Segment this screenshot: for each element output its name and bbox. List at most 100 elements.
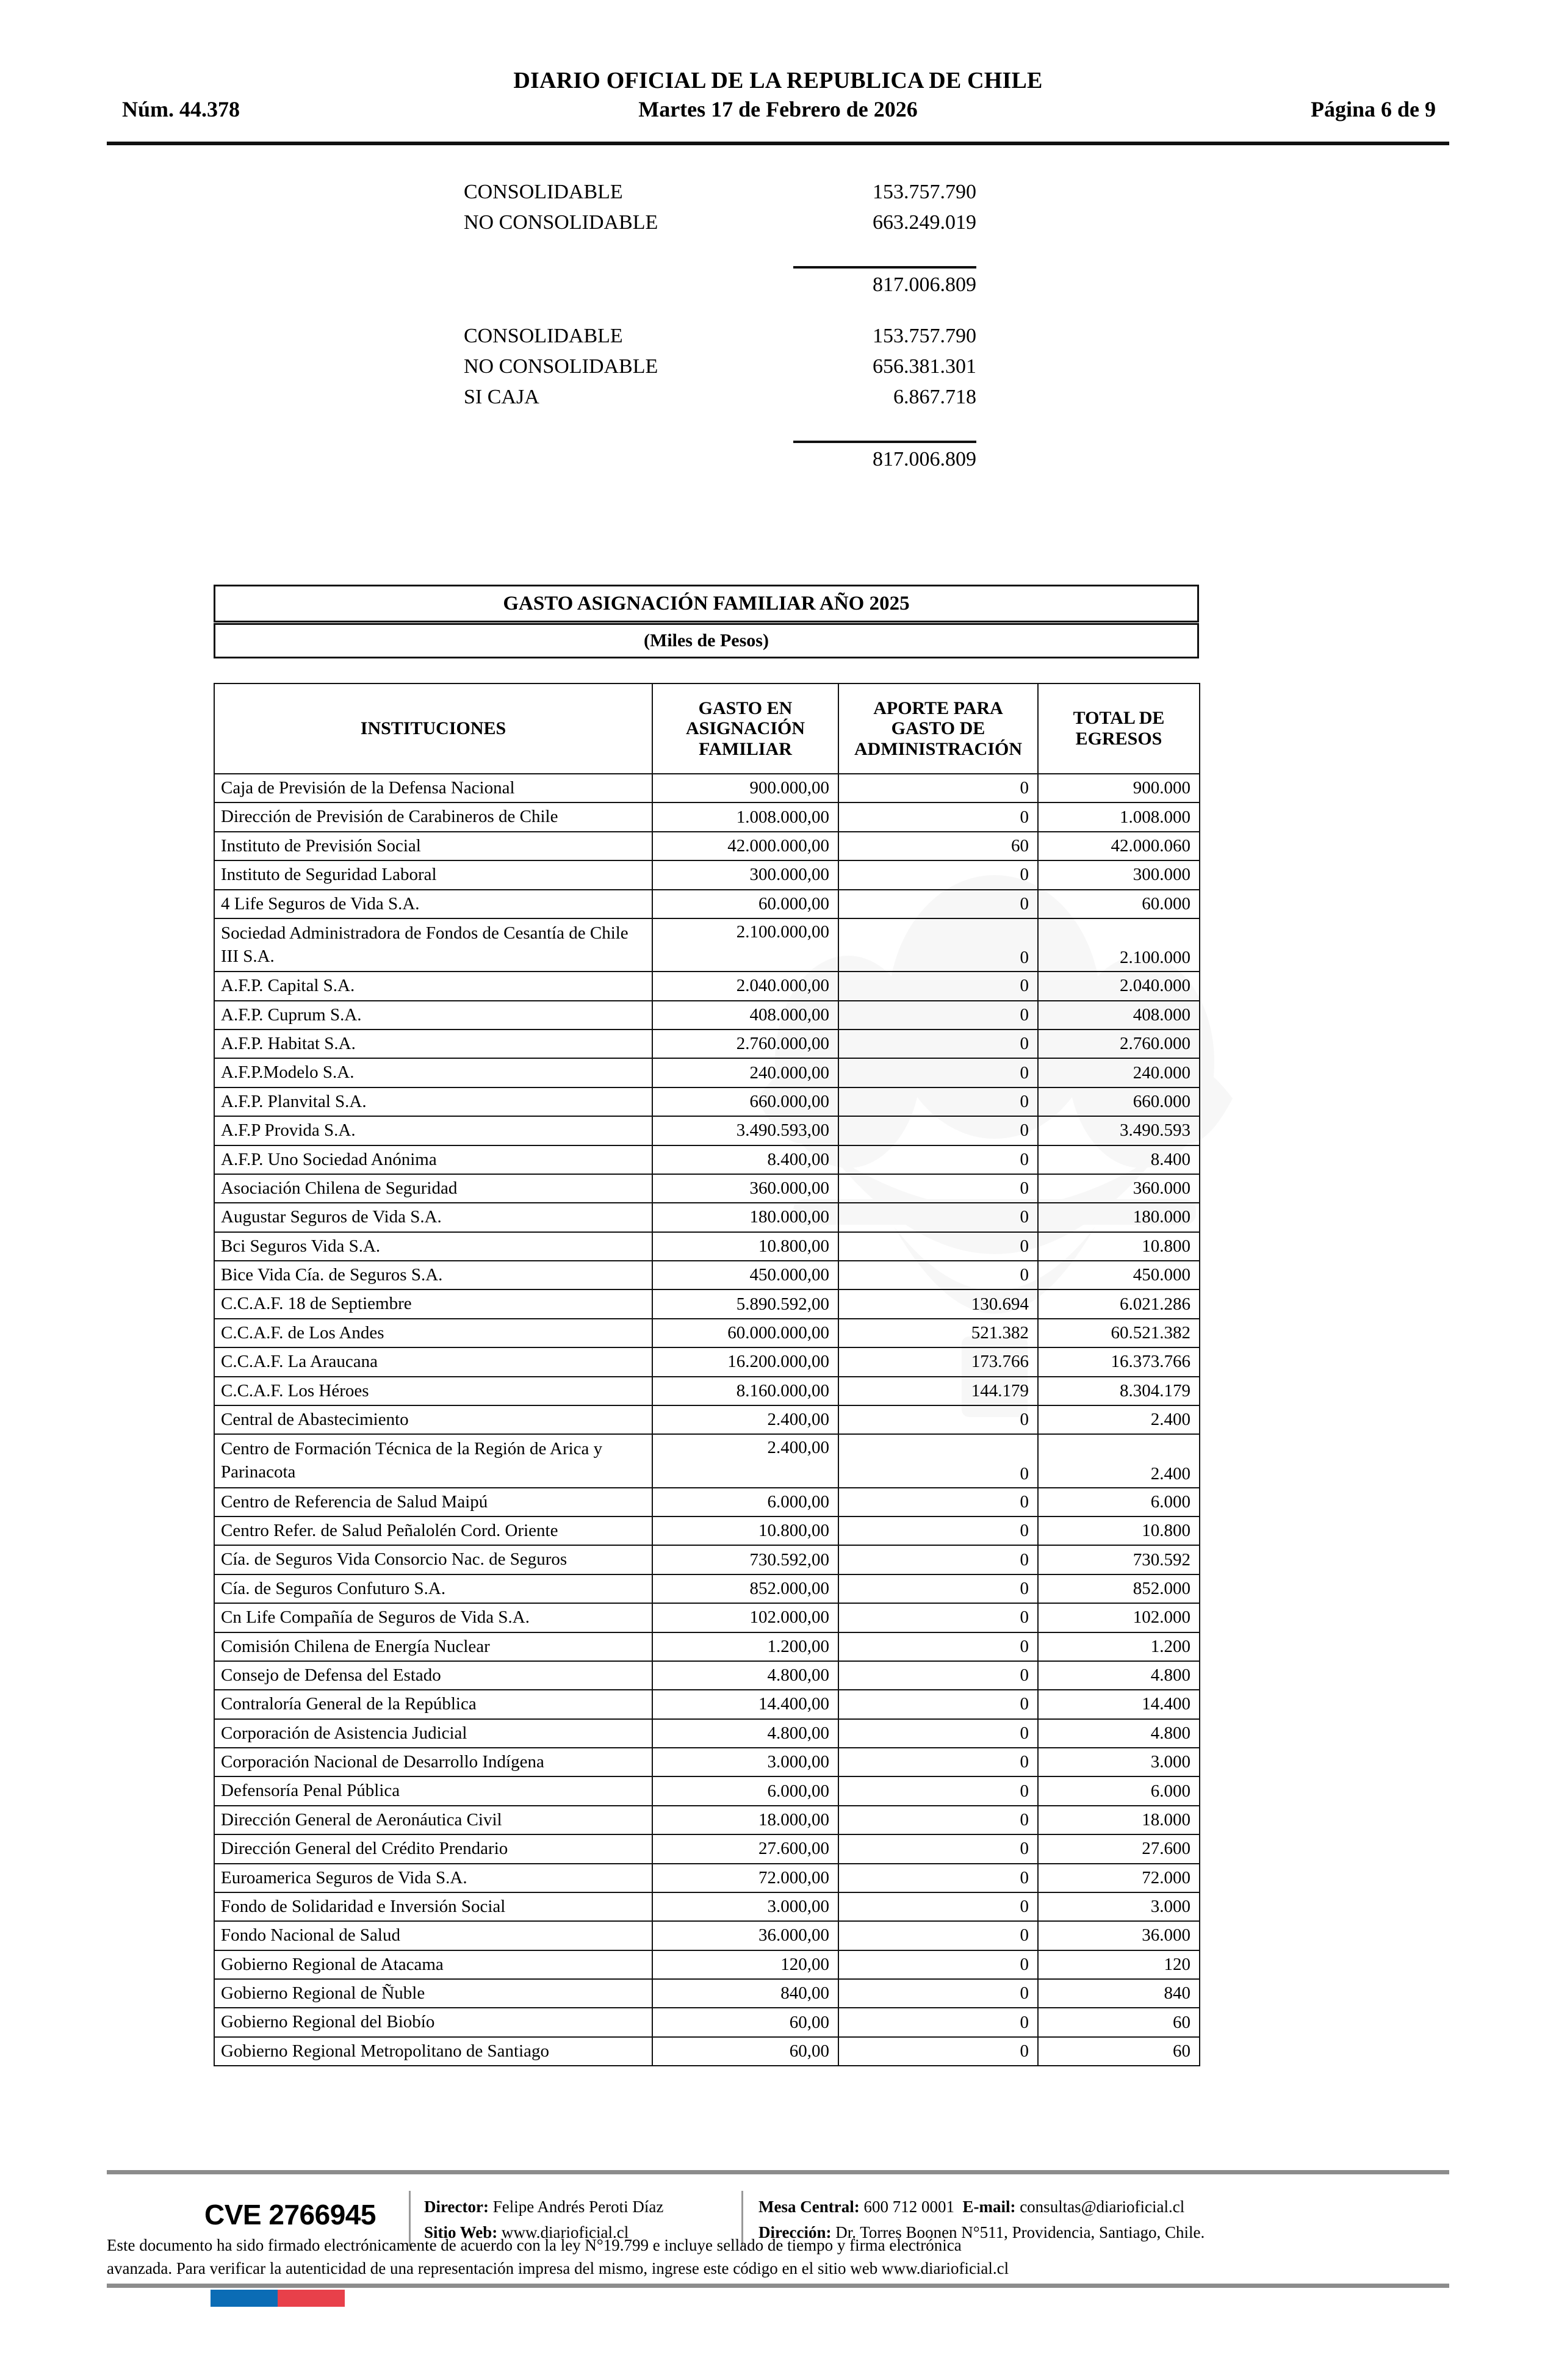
cell-total-egresos: 3.000 bbox=[1037, 1891, 1200, 1922]
disclaimer-line-2: avanzada. Para verificar la autenticidad… bbox=[107, 2259, 1009, 2278]
cell-total-egresos: 36.000 bbox=[1037, 1920, 1200, 1951]
cell-aporte-administracion: 144.179 bbox=[838, 1376, 1039, 1406]
cell-gasto-asignacion: 660.000,00 bbox=[652, 1086, 839, 1117]
cell-institucion: Gobierno Regional de Atacama bbox=[214, 1949, 653, 1980]
table-row: Dirección General del Crédito Prendario 2… bbox=[214, 1834, 1200, 1864]
summary-row-label: NO CONSOLIDABLE bbox=[464, 211, 658, 234]
table-title: GASTO ASIGNACIÓN FAMILIAR AÑO 2025 bbox=[214, 585, 1199, 622]
table-row: Euroamerica Seguros de Vida S.A. 72.000,0… bbox=[214, 1863, 1200, 1893]
cell-gasto-asignacion: 1.008.000,00 bbox=[652, 802, 839, 832]
table-row: A.F.P. Planvital S.A. 660.000,00 0 660.000 bbox=[214, 1086, 1200, 1117]
cell-institucion: Dirección General de Aeronáutica Civil bbox=[214, 1805, 653, 1836]
table-row: A.F.P.Modelo S.A. 240.000,00 0 240.000 bbox=[214, 1058, 1200, 1088]
cell-total-egresos: 360.000 bbox=[1037, 1173, 1200, 1204]
cell-aporte-administracion: 0 bbox=[838, 860, 1039, 890]
cell-total-egresos: 6.000 bbox=[1037, 1776, 1200, 1806]
column-header-gasto-asignacion: GASTO EN ASIGNACIÓN FAMILIAR bbox=[652, 683, 839, 774]
cell-total-egresos: 60.000 bbox=[1037, 889, 1200, 919]
cell-gasto-asignacion: 6.000,00 bbox=[652, 1776, 839, 1806]
cell-total-egresos: 730.592 bbox=[1037, 1545, 1200, 1575]
page-indicator: Página 6 de 9 bbox=[1310, 97, 1436, 121]
page-footer: CVE 2766945 Director: Felipe Andrés Pero… bbox=[107, 2185, 1449, 2264]
cell-institucion: A.F.P. Cuprum S.A. bbox=[214, 1000, 653, 1031]
cell-aporte-administracion: 0 bbox=[838, 1949, 1039, 1980]
table-row: A.F.P. Capital S.A. 2.040.000,00 0 2.040.00… bbox=[214, 971, 1200, 1001]
site-label: Sitio Web: bbox=[424, 2223, 498, 2241]
cell-institucion: Cía. de Seguros Vida Consorcio Nac. de S… bbox=[214, 1545, 653, 1575]
cell-aporte-administracion: 0 bbox=[838, 1660, 1039, 1691]
cell-gasto-asignacion: 16.200.000,00 bbox=[652, 1347, 839, 1377]
cell-aporte-administracion: 0 bbox=[838, 1260, 1039, 1291]
cell-institucion: Central de Abastecimiento bbox=[214, 1404, 653, 1435]
header-divider bbox=[107, 142, 1449, 145]
table-row: Dirección General de Aeronáutica Civil 18… bbox=[214, 1805, 1200, 1836]
cell-aporte-administracion: 0 bbox=[838, 1718, 1039, 1749]
table-row: A.F.P. Habitat S.A. 2.760.000,00 0 2.760.00… bbox=[214, 1028, 1200, 1059]
chile-flag-bar bbox=[211, 2290, 345, 2307]
cell-gasto-asignacion: 2.100.000,00 bbox=[652, 917, 839, 973]
cell-total-egresos: 102.000 bbox=[1037, 1603, 1200, 1633]
cell-institucion: Dirección de Previsión de Carabineros de… bbox=[214, 802, 653, 832]
table-row: C.C.A.F. de Los Andes 60.000.000,00 521.38… bbox=[214, 1318, 1200, 1349]
table-row: Bci Seguros Vida S.A. 10.800,00 0 10.800 bbox=[214, 1231, 1200, 1262]
cell-gasto-asignacion: 18.000,00 bbox=[652, 1805, 839, 1836]
cell-aporte-administracion: 0 bbox=[838, 802, 1039, 832]
cell-institucion: 4 Life Seguros de Vida S.A. bbox=[214, 889, 653, 919]
email-value[interactable]: consultas@diarioficial.cl bbox=[1020, 2198, 1185, 2216]
cell-gasto-asignacion: 840,00 bbox=[652, 1978, 839, 2009]
cell-total-egresos: 120 bbox=[1037, 1949, 1200, 1980]
cell-institucion: A.F.P. Habitat S.A. bbox=[214, 1028, 653, 1059]
cell-aporte-administracion: 0 bbox=[838, 1028, 1039, 1059]
column-header-total-egresos: TOTAL DE EGRESOS bbox=[1037, 683, 1200, 774]
cell-gasto-asignacion: 6.000,00 bbox=[652, 1487, 839, 1518]
cell-total-egresos: 2.400 bbox=[1037, 1433, 1200, 1488]
flag-blue-segment bbox=[211, 2290, 278, 2307]
cell-total-egresos: 180.000 bbox=[1037, 1202, 1200, 1233]
cell-gasto-asignacion: 852.000,00 bbox=[652, 1573, 839, 1604]
table-row: Fondo Nacional de Salud 36.000,00 0 36.000 bbox=[214, 1920, 1200, 1951]
footer-separator bbox=[409, 2191, 411, 2247]
table-row: Fondo de Solidaridad e Inversión Social 3… bbox=[214, 1891, 1200, 1922]
address-label: Dirección: bbox=[758, 2223, 832, 2241]
cell-aporte-administracion: 0 bbox=[838, 889, 1039, 919]
table-row: Gobierno Regional del Biobío 60,00 0 60 bbox=[214, 2007, 1200, 2038]
footer-divider-top bbox=[107, 2170, 1449, 2174]
cell-gasto-asignacion: 5.890.592,00 bbox=[652, 1289, 839, 1319]
cell-gasto-asignacion: 4.800,00 bbox=[652, 1718, 839, 1749]
table-row: C.C.A.F. 18 de Septiembre 5.890.592,00 130… bbox=[214, 1289, 1200, 1319]
cell-aporte-administracion: 0 bbox=[838, 1863, 1039, 1893]
cell-institucion: Bice Vida Cía. de Seguros S.A. bbox=[214, 1260, 653, 1291]
table-header-row: INSTITUCIONES GASTO EN ASIGNACIÓN FAMILI… bbox=[214, 683, 1200, 774]
mesa-central-label: Mesa Central: bbox=[758, 2198, 860, 2216]
cell-total-egresos: 1.008.000 bbox=[1037, 802, 1200, 832]
table-row: Consejo de Defensa del Estado 4.800,00 0 4.… bbox=[214, 1660, 1200, 1691]
summary-block-1: CONSOLIDABLE 153.757.790 NO CONSOLIDABLE… bbox=[464, 181, 989, 321]
cell-institucion: A.F.P. Capital S.A. bbox=[214, 971, 653, 1001]
site-url[interactable]: www.diarioficial.cl bbox=[502, 2223, 629, 2241]
table-row: A.F.P. Uno Sociedad Anónima 8.400,00 0 8.40… bbox=[214, 1144, 1200, 1175]
cell-institucion: Gobierno Regional del Biobío bbox=[214, 2007, 653, 2038]
cell-aporte-administracion: 130.694 bbox=[838, 1289, 1039, 1319]
cell-total-egresos: 852.000 bbox=[1037, 1573, 1200, 1604]
footer-divider-bottom bbox=[107, 2284, 1449, 2288]
cell-total-egresos: 840 bbox=[1037, 1978, 1200, 2009]
cell-gasto-asignacion: 60.000,00 bbox=[652, 889, 839, 919]
cell-total-egresos: 1.200 bbox=[1037, 1631, 1200, 1662]
cell-gasto-asignacion: 2.760.000,00 bbox=[652, 1028, 839, 1059]
cell-aporte-administracion: 0 bbox=[838, 1173, 1039, 1204]
cell-gasto-asignacion: 2.400,00 bbox=[652, 1433, 839, 1488]
cell-aporte-administracion: 0 bbox=[838, 1747, 1039, 1778]
cell-institucion: Fondo Nacional de Salud bbox=[214, 1920, 653, 1951]
director-label: Director: bbox=[424, 2198, 489, 2216]
cell-gasto-asignacion: 72.000,00 bbox=[652, 1863, 839, 1893]
cell-aporte-administracion: 0 bbox=[838, 1545, 1039, 1575]
gasto-asignacion-familiar-table: INSTITUCIONES GASTO EN ASIGNACIÓN FAMILI… bbox=[214, 683, 1200, 2067]
address-value: Dr. Torres Boonen N°511, Providencia, Sa… bbox=[835, 2223, 1205, 2241]
cell-total-egresos: 8.304.179 bbox=[1037, 1376, 1200, 1406]
cell-institucion: A.F.P. Uno Sociedad Anónima bbox=[214, 1144, 653, 1175]
summary-row-label: NO CONSOLIDABLE bbox=[464, 355, 658, 378]
cell-institucion: Corporación Nacional de Desarrollo Indíg… bbox=[214, 1747, 653, 1778]
table-row: Bice Vida Cía. de Seguros S.A. 450.000,00… bbox=[214, 1260, 1200, 1291]
cell-gasto-asignacion: 10.800,00 bbox=[652, 1231, 839, 1262]
cve-code: CVE 2766945 bbox=[204, 2199, 376, 2230]
